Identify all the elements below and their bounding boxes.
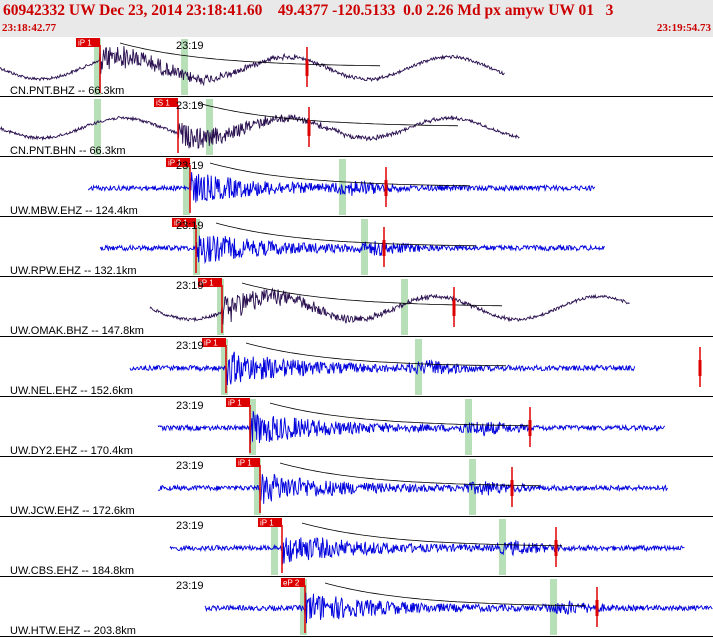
coda-pick-marker — [307, 120, 311, 136]
analysis-window — [217, 279, 224, 335]
moveout-curve — [269, 402, 531, 427]
waveform-trace — [157, 473, 668, 504]
station-label: UW.CBS.EHZ -- 184.8km — [10, 565, 134, 577]
time-tick-label: 23:19 — [176, 400, 204, 412]
event-header: 60942332 UW Dec 23, 2014 23:18:41.60 49.… — [0, 0, 713, 37]
pick-label: iP 1 — [260, 519, 274, 528]
waveform-trace — [87, 172, 596, 203]
pick-label: iP 1 — [238, 459, 252, 468]
time-tick-label: 23:19 — [176, 580, 204, 592]
event-title: 60942332 UW Dec 23, 2014 23:18:41.60 49.… — [3, 2, 614, 19]
moveout-curve — [324, 582, 586, 607]
coda-pick-marker — [452, 300, 456, 316]
time-tick-label: 23:19 — [176, 100, 204, 112]
pick-label: iP 1 — [200, 279, 214, 288]
pick-label-box — [76, 38, 100, 47]
moveout-curve — [279, 462, 541, 487]
end-time: 23:19:54.73 — [656, 22, 711, 34]
waveform-trace — [0, 114, 520, 150]
analysis-window — [415, 339, 422, 395]
coda-pick-marker — [528, 420, 532, 436]
analysis-window — [469, 459, 476, 515]
station-label: UW.MBW.EHZ -- 124.4km — [10, 205, 138, 217]
pick-label-box — [258, 518, 282, 527]
waveform-trace — [129, 351, 636, 386]
pick-label: iP 1 — [168, 159, 182, 168]
analysis-window — [94, 39, 101, 95]
pick-label-box — [198, 278, 222, 287]
pick-label: iP 1 — [204, 339, 218, 348]
pick-label-box — [166, 158, 190, 167]
moveout-curve — [245, 342, 507, 367]
analysis-window — [181, 39, 188, 95]
analysis-window — [465, 399, 472, 455]
moveout-curve — [241, 282, 503, 307]
moveout-curve — [209, 162, 471, 187]
station-label: UW.HTW.EHZ -- 203.8km — [10, 625, 136, 637]
pick-label-box — [281, 578, 305, 587]
station-label: UW.OMAK.BHZ -- 147.8km — [10, 325, 144, 337]
station-label: UW.JCW.EHZ -- 172.6km — [10, 505, 135, 517]
moveout-curve — [301, 522, 563, 547]
coda-pick-marker — [698, 360, 702, 376]
time-tick-label: 23:19 — [176, 40, 204, 52]
time-tick-label: 23:19 — [176, 160, 204, 172]
coda-pick-marker — [510, 480, 514, 496]
pick-label-box — [202, 338, 226, 347]
analysis-window — [94, 99, 101, 155]
time-tick-label: 23:19 — [176, 460, 204, 472]
station-label: UW.DY2.EHZ -- 170.4km — [10, 445, 133, 457]
time-tick-label: 23:19 — [176, 280, 204, 292]
waveform-trace — [0, 46, 505, 87]
waveform-trace — [204, 592, 713, 624]
coda-pick-marker — [384, 180, 388, 196]
time-tick-label: 23:19 — [176, 340, 204, 352]
pick-label-box — [172, 218, 196, 227]
pick-label-box — [154, 98, 178, 107]
station-label: CN.PNT.BHN -- 66.3km — [10, 145, 126, 157]
station-label: UW.NEL.EHZ -- 152.6km — [10, 385, 133, 397]
coda-pick-marker — [382, 240, 386, 256]
coda-pick-marker — [595, 600, 599, 616]
pick-label: iP 1 — [228, 399, 242, 408]
analysis-window — [499, 519, 506, 575]
pick-label: iS 1 — [156, 99, 170, 108]
station-label: UW.RPW.EHZ -- 132.1km — [10, 265, 137, 277]
pick-label-box — [226, 398, 250, 407]
start-time: 23:18:42.77 — [2, 22, 57, 34]
waveform-trace — [149, 287, 630, 325]
moveout-curve — [197, 102, 459, 127]
pick-label: iP 1 — [174, 219, 188, 228]
coda-pick-marker — [305, 60, 309, 76]
pick-label: iP 1 — [78, 39, 92, 48]
pick-label: eP 2 — [283, 579, 300, 588]
pick-label-box — [236, 458, 260, 467]
waveform-trace — [169, 537, 685, 565]
analysis-window — [206, 99, 213, 155]
waveform-trace — [157, 411, 666, 445]
coda-pick-marker — [554, 540, 558, 556]
analysis-window — [300, 579, 307, 635]
time-tick-label: 23:19 — [176, 220, 204, 232]
station-label: CN.PNT.BHZ -- 66.3km — [10, 85, 124, 97]
analysis-window — [401, 279, 408, 335]
moveout-curve — [119, 42, 381, 67]
time-tick-label: 23:19 — [176, 520, 204, 532]
waveform-trace — [99, 235, 606, 265]
moveout-curve — [215, 222, 477, 247]
